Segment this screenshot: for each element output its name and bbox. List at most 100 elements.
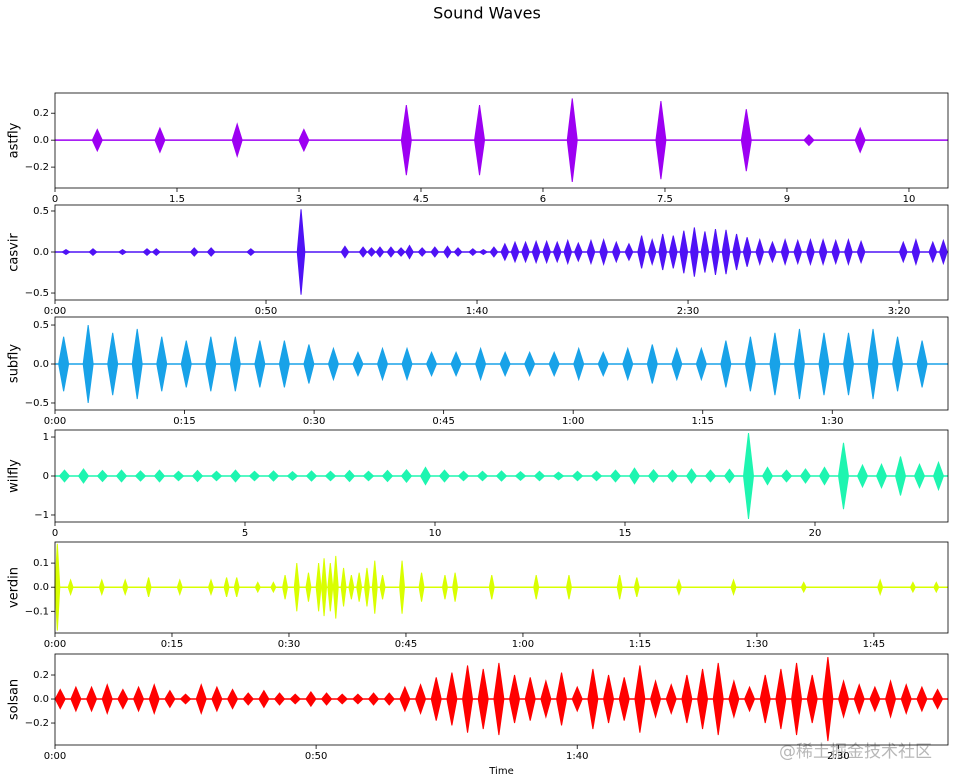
x-tick-label: 0:00 bbox=[44, 639, 66, 650]
burst bbox=[379, 575, 386, 600]
y-tick-label: −0.5 bbox=[25, 398, 49, 409]
burst bbox=[258, 689, 270, 709]
burst bbox=[336, 693, 348, 705]
burst bbox=[780, 238, 790, 267]
burst bbox=[164, 689, 176, 709]
burst bbox=[932, 460, 945, 492]
burst bbox=[195, 683, 207, 715]
burst bbox=[468, 248, 478, 256]
burst bbox=[189, 247, 199, 257]
x-tick-label: 1:00 bbox=[562, 416, 584, 427]
burst bbox=[838, 679, 850, 719]
burst bbox=[780, 469, 793, 483]
burst bbox=[791, 662, 803, 736]
subplot: −0.2 0.0 0.2 0 1.5 3 4.5 6 7.5 9 10 astfly bbox=[7, 92, 949, 205]
y-tick-label: −0.1 bbox=[25, 606, 49, 617]
y-tick-label: 0.0 bbox=[33, 694, 49, 705]
y-tick-label: 0.0 bbox=[33, 135, 49, 146]
burst bbox=[122, 578, 129, 596]
x-tick-label: 1:40 bbox=[466, 306, 488, 317]
y-tick-label: 0.1 bbox=[33, 558, 49, 569]
burst bbox=[107, 332, 119, 396]
burst bbox=[524, 351, 536, 377]
burst bbox=[500, 242, 510, 262]
burst bbox=[367, 692, 380, 706]
burst bbox=[156, 336, 168, 392]
burst bbox=[282, 575, 289, 600]
burst bbox=[352, 693, 364, 705]
burst bbox=[668, 235, 678, 269]
x-tick-label: 1:15 bbox=[629, 639, 651, 650]
burst bbox=[675, 578, 682, 596]
burst bbox=[61, 248, 71, 256]
burst bbox=[415, 683, 427, 715]
x-tick-label: 5 bbox=[242, 528, 248, 539]
y-axis-label: wilfly bbox=[7, 459, 22, 493]
x-tick-label: 0:50 bbox=[255, 306, 277, 317]
y-tick-label: 0.5 bbox=[33, 320, 49, 331]
burst bbox=[599, 238, 608, 267]
burst bbox=[457, 470, 470, 482]
y-tick-label: 0.2 bbox=[33, 670, 49, 681]
burst bbox=[430, 246, 440, 258]
burst bbox=[476, 470, 489, 482]
x-tick-label: 1:30 bbox=[746, 639, 768, 650]
burst bbox=[54, 543, 61, 631]
burst bbox=[179, 693, 192, 705]
burst bbox=[488, 575, 495, 600]
burst bbox=[618, 677, 630, 721]
y-tick-label: 0.2 bbox=[33, 108, 49, 119]
burst bbox=[493, 662, 505, 736]
burst bbox=[768, 240, 777, 264]
y-axis-label: casvir bbox=[7, 233, 22, 272]
x-tick-label: 0:15 bbox=[161, 639, 183, 650]
burst bbox=[430, 677, 442, 721]
burst bbox=[624, 242, 634, 262]
burst bbox=[115, 469, 128, 483]
burst bbox=[793, 238, 803, 266]
burst bbox=[566, 98, 578, 182]
burst bbox=[191, 469, 204, 483]
burst bbox=[399, 560, 406, 614]
burst bbox=[270, 581, 277, 594]
burst bbox=[358, 246, 368, 258]
burst bbox=[417, 247, 427, 257]
burst bbox=[340, 245, 350, 259]
burst bbox=[133, 685, 145, 713]
burst bbox=[54, 688, 66, 710]
y-axis-label: verdin bbox=[7, 567, 22, 608]
burst bbox=[142, 248, 152, 256]
burst bbox=[453, 247, 463, 257]
burst bbox=[939, 238, 948, 266]
burst bbox=[711, 228, 720, 276]
burst bbox=[223, 577, 230, 597]
x-tick-label: 7.5 bbox=[657, 194, 673, 205]
burst bbox=[267, 470, 280, 482]
burst bbox=[573, 241, 583, 263]
burst bbox=[343, 469, 356, 483]
x-tick-label: 10 bbox=[903, 194, 916, 205]
burst bbox=[340, 567, 347, 607]
burst bbox=[800, 581, 807, 594]
x-tick-label: 0:00 bbox=[44, 416, 66, 427]
burst bbox=[450, 351, 462, 377]
x-tick-label: 1:45 bbox=[863, 639, 885, 650]
burst bbox=[211, 685, 223, 713]
burst bbox=[571, 685, 583, 713]
burst bbox=[91, 128, 103, 153]
burst bbox=[844, 238, 853, 267]
y-tick-label: −1 bbox=[34, 510, 49, 521]
burst bbox=[603, 674, 615, 724]
subplot: −0.5 0.0 0.5 0:00 0:15 0:30 0:45 1:00 1:15 1:30 su… bbox=[7, 316, 949, 427]
burst bbox=[856, 463, 869, 489]
burst bbox=[446, 672, 458, 726]
burst bbox=[229, 336, 241, 392]
burst bbox=[704, 469, 717, 483]
burst bbox=[293, 563, 300, 612]
y-tick-label: −0.5 bbox=[25, 288, 49, 299]
burst bbox=[590, 470, 603, 482]
burst bbox=[892, 336, 904, 392]
burst bbox=[524, 677, 536, 721]
x-tick-label: 0:45 bbox=[395, 639, 417, 650]
